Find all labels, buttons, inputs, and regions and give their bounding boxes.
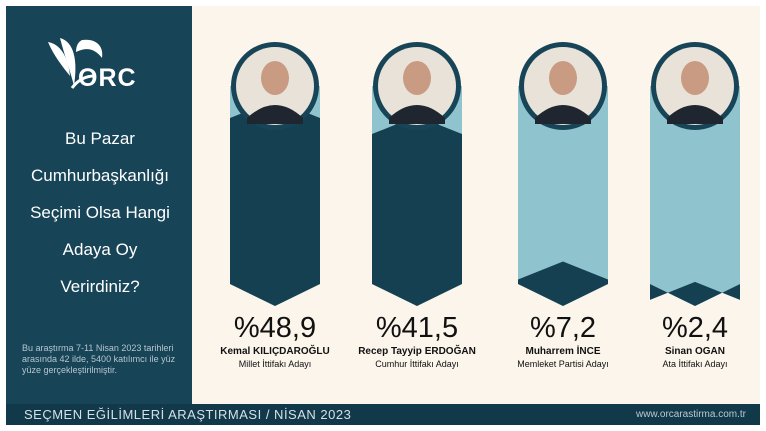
candidate-name: Recep Tayyip ERDOĞAN — [358, 346, 476, 357]
candidate-alliance: Millet İttifakı Adayı — [238, 359, 312, 369]
footer-url: www.orcarastirma.com.tr — [635, 409, 746, 420]
candidate-label: %7,2 Muharrem İNCE Memleket Partisi Adayı — [493, 312, 633, 369]
value-label: %41,5 — [375, 312, 459, 344]
question-line: Cumhurbaşkanlığı — [31, 166, 169, 185]
value-label: %7,2 — [529, 312, 597, 344]
question-line: Verirdiniz? — [60, 277, 140, 296]
avatar-face-icon — [681, 61, 709, 95]
bar-fill — [518, 261, 608, 306]
value-label: %48,9 — [233, 312, 317, 344]
value-label: %2,4 — [661, 312, 729, 344]
bar-chart-svg — [230, 42, 740, 306]
survey-question: Bu Pazar Cumhurbaşkanlığı Seçimi Olsa Ha… — [18, 120, 182, 305]
avatar-face-icon — [261, 61, 289, 95]
candidate-label: %41,5 Recep Tayyip ERDOĞAN Cumhur İttifakı… — [347, 312, 487, 369]
bar-track — [650, 86, 740, 306]
avatar-suit-icon — [389, 105, 445, 124]
candidate-name: Sinan OGAN — [664, 346, 725, 357]
question-line: Bu Pazar — [65, 129, 135, 148]
bar-fill — [372, 116, 462, 306]
candidate-name: Kemal KILIÇDAROĞLU — [220, 346, 330, 357]
methodology-note: Bu araştırma 7-11 Nisan 2023 tarihleri a… — [22, 343, 176, 375]
candidate-chart: %48,9 Kemal KILIÇDAROĞLU Millet İttifakı A… — [192, 6, 760, 404]
bar-fill — [230, 100, 320, 306]
question-line: Seçimi Olsa Hangi — [30, 203, 170, 222]
sidebar-panel: ORC Bu Pazar Cumhurbaşkanlığı Seçimi Ols… — [6, 6, 192, 404]
logo-text: ORC — [78, 64, 137, 92]
question-line: Adaya Oy — [62, 240, 138, 259]
avatar-suit-icon — [535, 105, 591, 124]
candidate-alliance: Memleket Partisi Adayı — [517, 359, 609, 369]
candidate-name: Muharrem İNCE — [525, 346, 601, 357]
avatar-face-icon — [549, 61, 577, 95]
bar-fill — [650, 281, 740, 306]
candidate-label: %2,4 Sinan OGAN Ata İttifakı Adayı — [625, 312, 760, 369]
candidate-alliance: Ata İttifakı Adayı — [662, 359, 728, 369]
bar-track — [518, 86, 608, 306]
orc-logo-icon — [48, 38, 103, 89]
avatar-suit-icon — [247, 105, 303, 124]
avatar-face-icon — [403, 61, 431, 95]
footer-title: SEÇMEN EĞİLİMLERİ ARAŞTIRMASI / NİSAN 20… — [24, 407, 352, 422]
infographic: ORC Bu Pazar Cumhurbaşkanlığı Seçimi Ols… — [6, 6, 760, 425]
candidate-label: %48,9 Kemal KILIÇDAROĞLU Millet İttifakı A… — [205, 312, 345, 369]
footer-bar: SEÇMEN EĞİLİMLERİ ARAŞTIRMASI / NİSAN 20… — [6, 404, 760, 425]
avatar-suit-icon — [667, 105, 723, 124]
candidate-alliance: Cumhur İttifakı Adayı — [375, 359, 459, 369]
